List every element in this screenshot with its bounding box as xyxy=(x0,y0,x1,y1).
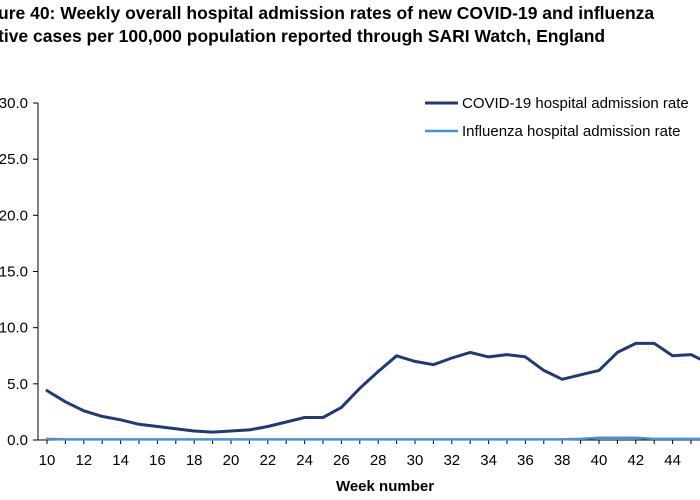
covid-series-line xyxy=(45,341,700,434)
chart-title: ure 40: Weekly overall hospital admissio… xyxy=(0,2,700,48)
influenza-series-line xyxy=(45,436,700,441)
series-lines xyxy=(45,341,700,441)
x-tick-label: 44 xyxy=(664,452,681,469)
x-tick-label: 18 xyxy=(186,452,203,469)
y-tick-label: 15.0 xyxy=(0,264,28,281)
y-tick-label: 30.0 xyxy=(0,95,28,112)
x-tick-label: 38 xyxy=(554,452,571,469)
x-tick-label: 32 xyxy=(443,452,460,469)
x-axis-label: Week number xyxy=(336,478,434,495)
x-tick-label: 40 xyxy=(591,452,608,469)
legend-label-influenza: Influenza hospital admission rate xyxy=(462,123,680,140)
y-tick-label: 10.0 xyxy=(0,320,28,337)
x-tick-label: 42 xyxy=(627,452,644,469)
x-tick-label: 20 xyxy=(223,452,240,469)
legend-label-covid: COVID-19 hospital admission rate xyxy=(462,95,689,112)
y-tick-label: 25.0 xyxy=(0,151,28,168)
x-tick-label: 26 xyxy=(333,452,350,469)
y-tick-label: 20.0 xyxy=(0,207,28,224)
y-tick-label: 0.0 xyxy=(7,432,28,449)
y-axis-ticks: 0.0 5.0 10.0 15.0 20.0 25.0 30.0 xyxy=(0,95,38,449)
x-tick-label: 16 xyxy=(149,452,166,469)
x-tick-label: 14 xyxy=(112,452,129,469)
chart-title-line-2: tive cases per 100,000 population report… xyxy=(0,26,606,46)
x-tick-label: 34 xyxy=(480,452,497,469)
x-axis-ticks: 1012141618202224262830323436384042444648… xyxy=(39,440,692,469)
x-tick-label: 22 xyxy=(259,452,276,469)
x-tick-label: 12 xyxy=(75,452,92,469)
x-tick-label: 28 xyxy=(370,452,387,469)
x-tick-label: 36 xyxy=(517,452,534,469)
x-tick-label: 10 xyxy=(39,452,56,469)
chart-axes xyxy=(37,103,700,441)
x-tick-label: 30 xyxy=(407,452,424,469)
chart-title-line-1: ure 40: Weekly overall hospital admissio… xyxy=(0,3,655,23)
x-tick-label: 24 xyxy=(296,452,313,469)
y-tick-label: 5.0 xyxy=(7,376,28,393)
legend: COVID-19 hospital admission rate Influenz… xyxy=(425,95,689,140)
